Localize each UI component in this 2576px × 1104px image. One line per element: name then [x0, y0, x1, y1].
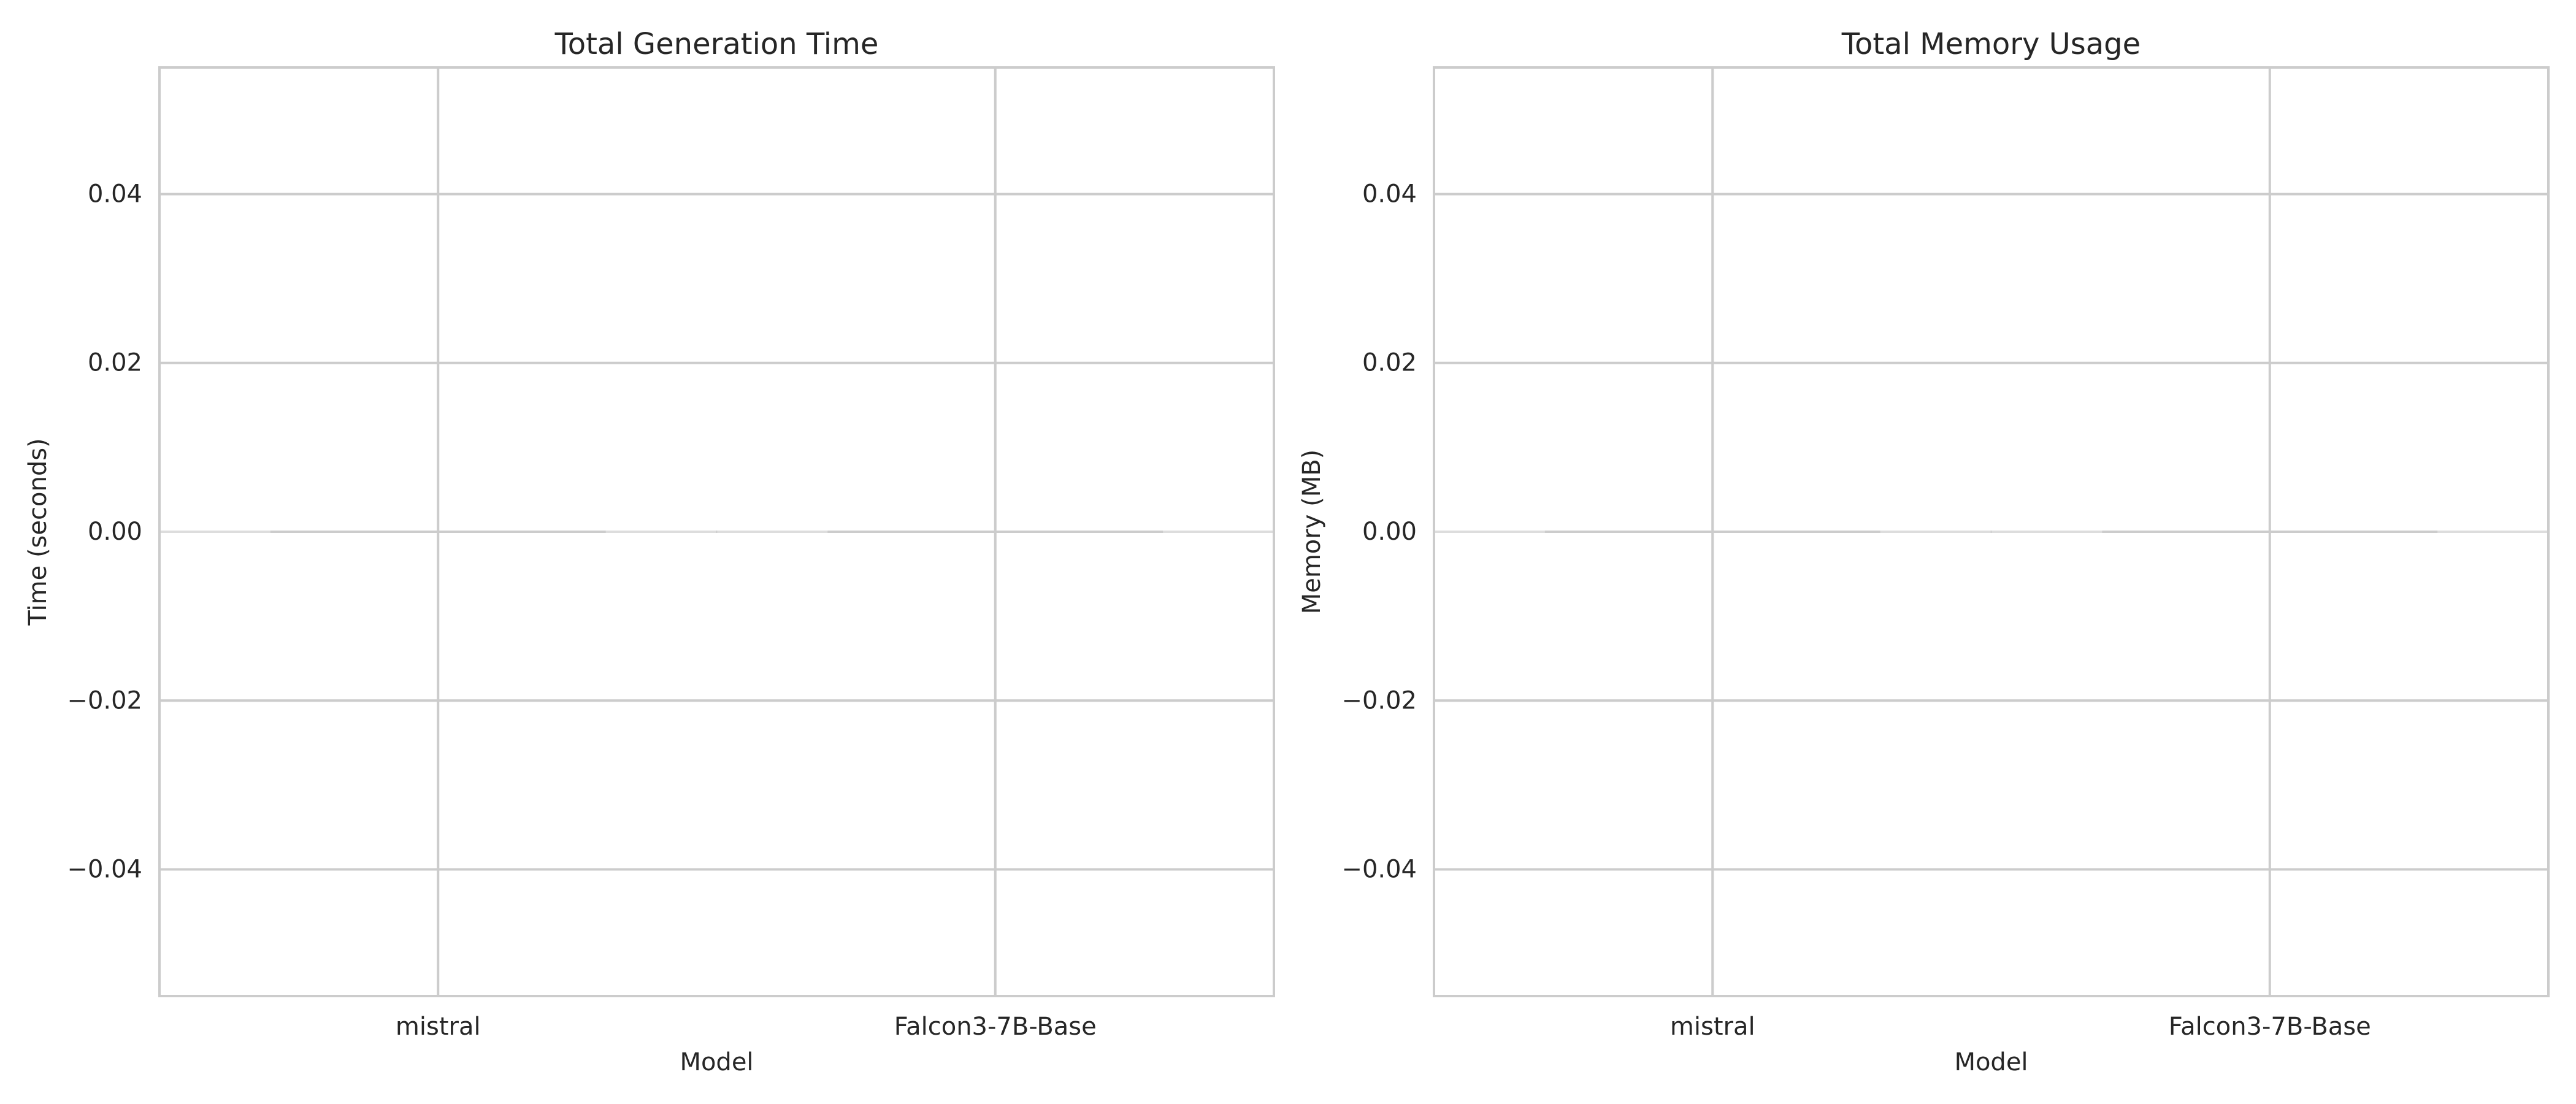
chart-0-ytick-label: 0.00: [88, 518, 142, 546]
chart-1-yticks: −0.04 −0.02 0.00 0.02 0.04: [1341, 180, 1417, 883]
chart-1-ytick-label: −0.02: [1341, 686, 1417, 715]
chart-0-ytick-label: −0.04: [67, 856, 142, 884]
chart-0-ytick-label: 0.02: [88, 349, 142, 377]
chart-0-title: Total Generation Time: [554, 27, 879, 61]
chart-0-frame: [158, 66, 1275, 997]
chart-0-ytick-label: 0.04: [88, 180, 142, 208]
chart-1-ytick-label: 0.02: [1362, 349, 1417, 377]
chart-total-generation-time: Total Generation Time Model Time (second…: [24, 27, 1275, 1076]
chart-0-xlabel: Model: [680, 1048, 753, 1076]
chart-1-xlabel: Model: [1954, 1048, 2028, 1076]
chart-1-xtick-label: mistral: [1670, 1013, 1755, 1041]
chart-0-xtick-label: Falcon3-7B-Base: [894, 1013, 1097, 1041]
chart-1-frame: [1433, 66, 2550, 997]
chart-1-ytick-label: 0.04: [1362, 180, 1417, 208]
chart-0-gridlines: [159, 67, 1274, 996]
chart-1-xtick-label: Falcon3-7B-Base: [2169, 1013, 2371, 1041]
chart-0-ytick-label: −0.02: [67, 686, 142, 715]
chart-1-ytick-label: −0.04: [1341, 856, 1417, 884]
chart-0-xticks: mistral Falcon3-7B-Base: [396, 1013, 1097, 1041]
chart-1-gridlines: [1434, 67, 2548, 996]
chart-0-ylabel: Time (seconds): [24, 438, 52, 626]
chart-total-memory-usage: Total Memory Usage Model Memory (MB) −0.…: [1298, 27, 2550, 1076]
chart-1-xticks: mistral Falcon3-7B-Base: [1670, 1013, 2371, 1041]
chart-0-xtick-label: mistral: [396, 1013, 481, 1041]
chart-1-title: Total Memory Usage: [1841, 27, 2141, 61]
chart-1-ylabel: Memory (MB): [1298, 450, 1326, 615]
chart-1-ytick-label: 0.00: [1362, 518, 1417, 546]
chart-0-yticks: −0.04 −0.02 0.00 0.02 0.04: [67, 180, 142, 883]
